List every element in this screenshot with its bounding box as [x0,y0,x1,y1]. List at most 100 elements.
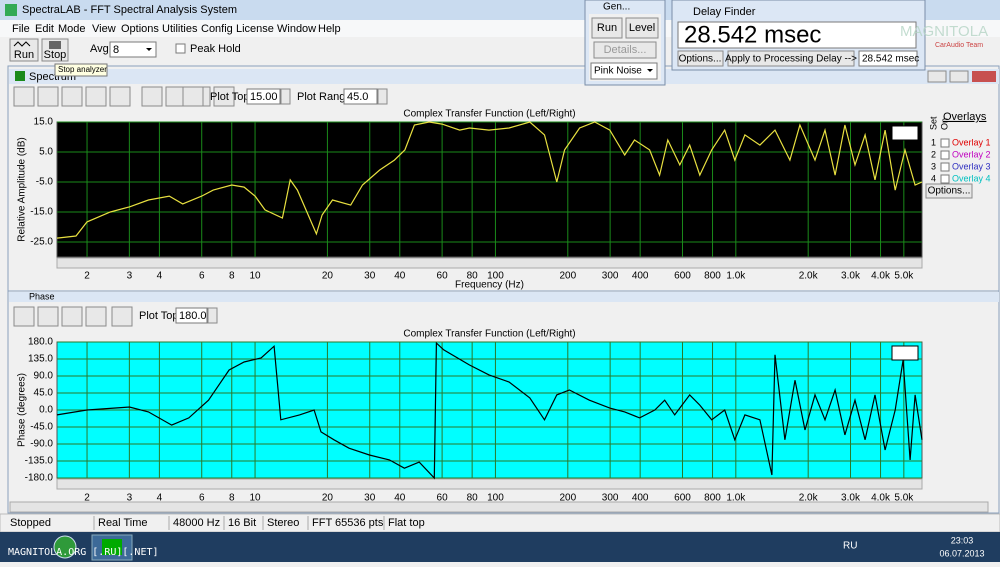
overlay-name: Overlay 1 [952,137,991,147]
gen-run-button[interactable] [591,17,623,39]
x-tick-label: 5.0k [894,493,914,504]
tool-button[interactable] [109,86,131,107]
taskbar [0,532,1000,562]
menu-item[interactable]: Window [277,23,316,35]
delay-options-button[interactable] [677,50,724,67]
stop-label: Stop [44,49,67,61]
gen-level-button[interactable] [625,17,659,39]
chart-title: Complex Transfer Function (Left/Right) [403,109,575,120]
start-orb[interactable] [53,535,77,559]
menu-item[interactable]: Options [121,23,159,35]
phase-plot-top-input[interactable] [175,307,208,324]
scrollbar[interactable] [56,257,923,269]
plot-range-input[interactable] [343,88,378,105]
menu-item[interactable]: Utilities [162,23,198,35]
x-tick-label: 6 [199,493,205,504]
y-tick-label: -180.0 [25,473,54,484]
tool-button[interactable] [61,86,83,107]
overlay-checkbox[interactable] [940,138,950,148]
menu-item[interactable]: Config [201,23,233,35]
gen-details-button[interactable] [593,41,657,59]
overlay-checkbox[interactable] [940,162,950,172]
y-tick-label: 5.0 [39,147,53,158]
plot-icon[interactable] [891,345,919,361]
generator-title: Gen... [603,2,630,13]
x-tick-label: 200 [559,271,576,282]
overlay-checkbox[interactable] [940,150,950,160]
plot-range-value: 45.0 [347,91,368,103]
tool-button[interactable] [111,306,133,327]
tool-button[interactable] [85,306,107,327]
overlay-checkbox[interactable] [940,174,950,184]
tool-button[interactable] [182,86,204,107]
tool-button[interactable] [37,86,59,107]
menu-item[interactable]: Help [318,23,341,35]
menu-item[interactable]: View [92,23,116,35]
x-tick-label: 300 [602,271,619,282]
menu-item[interactable]: File [12,23,30,35]
spinner[interactable] [207,307,218,324]
x-tick-label: 8 [229,271,235,282]
menu-item[interactable]: License [236,23,274,35]
status-field: Flat top [388,517,425,529]
plot-top-input[interactable] [246,88,281,105]
phase-plot-top-value: 180.0 [179,310,207,322]
x-tick-label: 80 [467,271,479,282]
x-tick-label: 20 [322,493,334,504]
spinner[interactable] [377,88,388,105]
gen-signal-select[interactable] [590,62,658,80]
menu-item[interactable]: Edit [35,23,54,35]
tool-button[interactable] [141,86,163,107]
logo-name: MAGNITOLA [900,23,988,40]
phase-plot-top-label: Plot Top: [139,310,182,322]
delay-value-box [858,50,918,67]
scrollbar[interactable] [9,501,989,513]
tool-button[interactable] [37,306,59,327]
plot-icon[interactable] [891,125,919,141]
stop-icon [49,41,61,49]
x-tick-label: 3 [127,493,133,504]
y-tick-label: -90.0 [30,439,53,450]
x-tick-label: 2 [84,271,90,282]
tool-button[interactable] [85,86,107,107]
gen-run: Run [597,22,617,34]
y-tick-label: -135.0 [25,456,54,467]
peak-hold-label: Peak Hold [190,43,241,55]
peak-hold-checkbox[interactable] [175,43,186,54]
delay-options: Options... [679,54,722,65]
plot-top-label: Plot Top: [210,91,253,103]
x-tick-label: 10 [249,493,261,504]
status-field: 48000 Hz [173,517,220,529]
apply-button[interactable] [727,50,855,67]
stop-button[interactable] [41,38,69,62]
phase-title: Phase [29,291,55,301]
x-tick-label: 800 [704,271,721,282]
tool-button[interactable] [13,86,35,107]
y-tick-label: 180.0 [28,337,53,348]
tool-button[interactable] [61,306,83,327]
avg-select[interactable] [109,41,157,58]
x-tick-label: 4 [157,493,163,504]
watermark: MAGNITOLA.ORG [.RU][.NET] [8,547,159,558]
plot-top-value: 15.00 [250,91,278,103]
run-button[interactable] [9,38,39,62]
tool-button[interactable] [13,306,35,327]
scrollbar[interactable] [56,478,923,490]
set-label: Set [928,116,938,130]
maximize[interactable] [949,70,969,83]
x-tick-label: 5.0k [894,271,914,282]
y-tick-label: 135.0 [28,354,53,365]
menu-item[interactable]: Mode [58,23,86,35]
spinner[interactable] [280,88,291,105]
overlay-options-button[interactable] [925,183,973,199]
y-tick-label: 15.0 [34,117,54,128]
gen-signal: Pink Noise [594,66,642,77]
close[interactable] [972,71,996,82]
avg-value: 8 [113,44,119,56]
clock-time: 23:03 [951,535,974,545]
tool-button[interactable] [213,86,235,107]
minimize[interactable] [927,70,947,83]
x-tick-label: 600 [674,493,691,504]
